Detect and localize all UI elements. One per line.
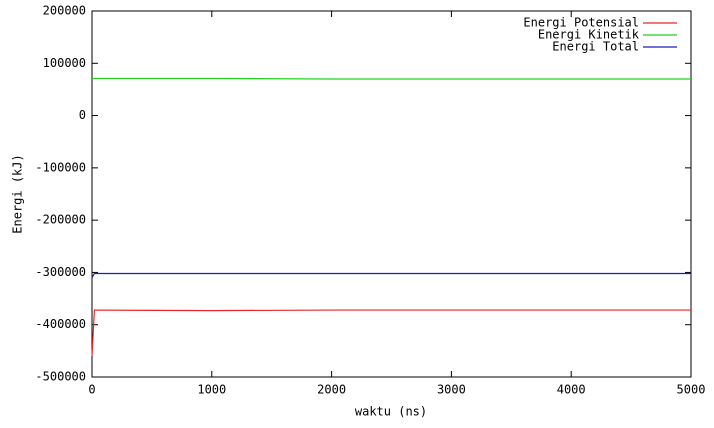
series-line <box>91 309 691 357</box>
y-tick-label: -100000 <box>35 160 86 174</box>
y-tick-label: -200000 <box>35 213 86 227</box>
x-tick-label: 5000 <box>677 383 706 397</box>
x-tick-label: 1000 <box>197 383 226 397</box>
x-axis-label: waktu (ns) <box>355 405 427 419</box>
y-tick-label: 200000 <box>43 4 86 18</box>
y-tick-label: -300000 <box>35 265 86 279</box>
y-tick-label: 0 <box>79 108 86 122</box>
x-tick-label: 3000 <box>437 383 466 397</box>
series-line <box>91 272 691 278</box>
y-tick-label: -500000 <box>35 370 86 384</box>
y-tick-label: -400000 <box>35 317 86 331</box>
legend-label: Energi Kinetik <box>538 28 640 42</box>
series-line <box>91 77 691 80</box>
plot-frame <box>91 10 692 378</box>
x-tick-label: 0 <box>88 383 95 397</box>
x-tick-label: 4000 <box>557 383 586 397</box>
y-tick-label: 100000 <box>43 56 86 70</box>
legend-label: Energi Total <box>552 40 639 54</box>
y-axis-label: Energi (kJ) <box>11 154 25 233</box>
legend-label: Energi Potensial <box>523 16 639 30</box>
x-tick-label: 2000 <box>317 383 346 397</box>
